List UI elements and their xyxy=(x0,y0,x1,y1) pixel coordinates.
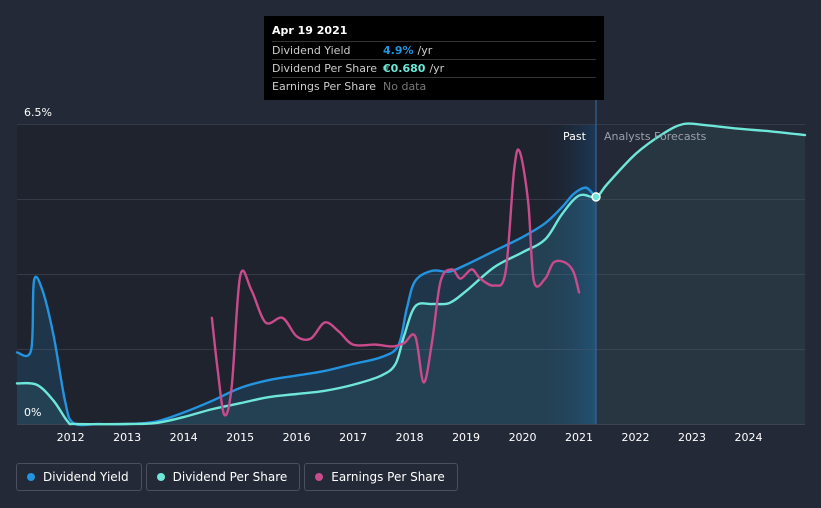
tooltip-row-dividend-per-share: Dividend Per Share €0.680 /yr xyxy=(272,59,596,77)
x-tick-label: 2016 xyxy=(283,431,311,444)
series-area xyxy=(17,187,596,426)
y-axis-top-label: 6.5% xyxy=(24,106,52,119)
x-tick-label: 2024 xyxy=(735,431,763,444)
x-tick-label: 2013 xyxy=(113,431,141,444)
y-axis-bottom-label: 0% xyxy=(24,406,41,419)
tooltip-label: Earnings Per Share xyxy=(272,80,377,93)
legend-dot-icon xyxy=(27,473,35,481)
series-area xyxy=(17,123,805,425)
x-tick-label: 2018 xyxy=(396,431,424,444)
tooltip-date: Apr 19 2021 xyxy=(272,24,348,37)
legend-dot-icon xyxy=(156,473,165,481)
series-areas xyxy=(17,123,805,426)
x-tick-label: 2017 xyxy=(339,431,367,444)
legend-label: Dividend Yield xyxy=(43,470,129,484)
forecast-label: Analysts Forecasts xyxy=(604,130,707,143)
legend-dot-icon xyxy=(315,473,324,481)
current-value-marker[interactable] xyxy=(591,192,601,202)
legend-label: Dividend Per Share xyxy=(172,470,288,484)
legend-item-dividend-yield[interactable]: Dividend Yield xyxy=(16,463,142,491)
x-tick-label: 2019 xyxy=(452,431,480,444)
past-label: Past xyxy=(563,130,587,143)
x-tick-label: 2012 xyxy=(57,431,85,444)
series-line xyxy=(15,122,807,426)
x-tick-label: 2020 xyxy=(509,431,537,444)
x-tick-label: 2014 xyxy=(170,431,198,444)
legend-item-earnings-per-share[interactable]: Earnings Per Share xyxy=(304,463,458,491)
legend-item-dividend-per-share[interactable]: Dividend Per Share xyxy=(145,463,301,491)
series-line xyxy=(15,186,598,427)
tooltip-row-dividend-yield: Dividend Yield 4.9% /yr xyxy=(272,41,596,59)
legend-label: Earnings Per Share xyxy=(331,470,445,484)
tooltip-label: Dividend Per Share xyxy=(272,62,378,75)
tooltip-value: €0.680 xyxy=(383,62,426,75)
tooltip-row-earnings-per-share: Earnings Per Share No data xyxy=(272,77,596,95)
tooltip-unit: /yr xyxy=(429,62,445,75)
x-tick-label: 2015 xyxy=(226,431,254,444)
series-line xyxy=(210,148,581,417)
series-lines xyxy=(15,122,807,427)
tooltip: Apr 19 2021 Dividend Yield 4.9% /yr Divi… xyxy=(264,16,604,100)
legend: Dividend Yield Dividend Per Share Earnin… xyxy=(16,463,458,491)
x-axis-ticks: 2012 2013 2014 2015 2016 2017 2018 2019 2020 2021… xyxy=(57,431,763,444)
tooltip-unit: /yr xyxy=(417,44,433,57)
x-tick-label: 2021 xyxy=(565,431,593,444)
tooltip-value: 4.9% xyxy=(383,44,414,57)
tooltip-label: Dividend Yield xyxy=(272,44,351,57)
x-tick-label: 2022 xyxy=(622,431,650,444)
x-tick-label: 2023 xyxy=(678,431,706,444)
tooltip-value: No data xyxy=(383,80,427,93)
